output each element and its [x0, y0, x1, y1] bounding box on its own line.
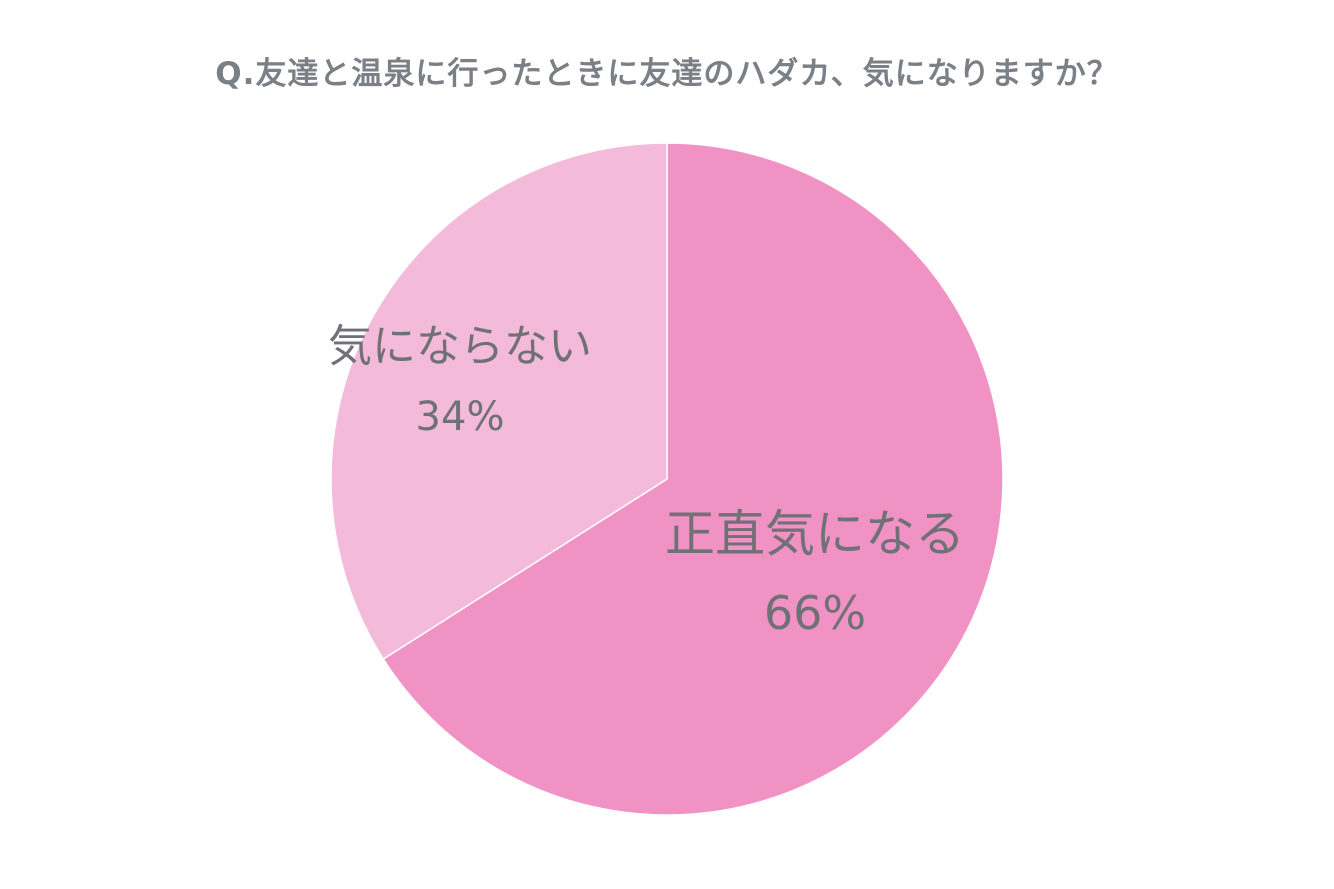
- slice-label-1: 正直気になる: [665, 505, 965, 563]
- slice-value-2: 34%: [416, 394, 505, 440]
- pie-slice-2: [330, 142, 668, 661]
- pie-slice-1: [382, 142, 1004, 816]
- chart-title: Q.友達と温泉に行ったときに友達のハダカ、気になりますか？: [215, 56, 1119, 92]
- slice-label-2: 気にならない: [328, 321, 592, 372]
- pie-labels: 正直気になる 66% 気にならない 34%: [328, 321, 965, 640]
- slice-value-1: 66%: [764, 586, 866, 640]
- pie-slices: [330, 142, 1004, 816]
